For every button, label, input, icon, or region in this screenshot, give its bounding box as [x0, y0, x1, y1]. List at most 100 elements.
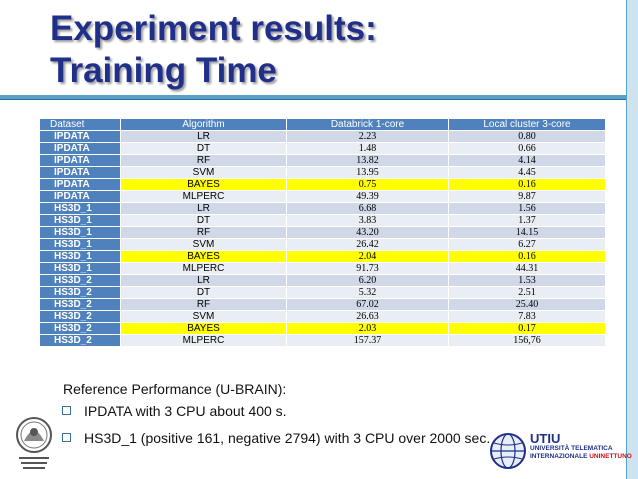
algorithm-cell: RF	[120, 226, 287, 239]
table-row: HS3D_2 LR 6.20 1.53	[39, 274, 606, 287]
local-cluster-time-cell: 6.27	[448, 238, 606, 251]
table-row: HS3D_2 BAYES 2.03 0.17	[39, 322, 606, 335]
university-seal-icon	[16, 417, 52, 469]
algorithm-cell: DT	[120, 142, 287, 155]
table-row: HS3D_1 SVM 26.42 6.27	[39, 238, 606, 251]
databrick-time-cell: 6.68	[286, 202, 449, 215]
algorithm-cell: DT	[120, 214, 287, 227]
local-cluster-time-cell: 0.80	[448, 130, 606, 143]
table-row: HS3D_2 MLPERC 157.37 156,76	[39, 334, 606, 347]
table-header-row: Dataset Algorithm Databrick 1-core Local…	[39, 118, 606, 131]
reference-heading: Reference Performance (U-BRAIN):	[63, 381, 287, 397]
local-cluster-time-cell: 0.66	[448, 142, 606, 155]
table-row: IPDATA BAYES 0.75 0.16	[39, 178, 606, 191]
databrick-time-cell: 2.04	[286, 250, 449, 263]
local-cluster-time-cell: 4.14	[448, 154, 606, 167]
local-cluster-time-cell: 0.17	[448, 322, 606, 335]
slide-title-line-1: Experiment results:	[50, 9, 377, 48]
databrick-time-cell: 2.03	[286, 322, 449, 335]
results-table: Dataset Algorithm Databrick 1-core Local…	[39, 118, 606, 347]
dataset-cell: HS3D_2	[39, 322, 121, 335]
table-row: IPDATA RF 13.82 4.14	[39, 154, 606, 167]
dataset-cell: HS3D_2	[39, 286, 121, 299]
dataset-cell: IPDATA	[39, 190, 121, 203]
right-edge-bar	[627, 0, 638, 479]
databrick-time-cell: 157.37	[286, 334, 449, 347]
algorithm-cell: BAYES	[120, 178, 287, 191]
university-seal-logo	[10, 415, 58, 477]
table-row: HS3D_2 DT 5.32 2.51	[39, 286, 606, 299]
table-row: IPDATA MLPERC 49.39 9.87	[39, 190, 606, 203]
dataset-cell: IPDATA	[39, 142, 121, 155]
local-cluster-time-cell: 7.83	[448, 310, 606, 323]
dataset-cell: IPDATA	[39, 166, 121, 179]
algorithm-cell: BAYES	[120, 250, 287, 263]
databrick-time-cell: 91.73	[286, 262, 449, 275]
databrick-time-cell: 1.48	[286, 142, 449, 155]
uninettuno-logo: UTIU UNIVERSITÀ TELEMATICA INTERNAZIONAL…	[488, 430, 632, 475]
algorithm-cell: MLPERC	[120, 190, 287, 203]
local-cluster-time-cell: 14.15	[448, 226, 606, 239]
algorithm-cell: DT	[120, 286, 287, 299]
table-row: IPDATA SVM 13.95 4.45	[39, 166, 606, 179]
dataset-cell: HS3D_2	[39, 334, 121, 347]
algorithm-cell: LR	[120, 274, 287, 287]
right-edge-line	[626, 0, 627, 479]
checkbox-bullet-icon	[62, 406, 71, 415]
table-row: IPDATA LR 2.23 0.80	[39, 130, 606, 143]
databrick-time-cell: 5.32	[286, 286, 449, 299]
dataset-cell: HS3D_2	[39, 298, 121, 311]
dataset-cell: IPDATA	[39, 178, 121, 191]
local-cluster-time-cell: 9.87	[448, 190, 606, 203]
algorithm-cell: MLPERC	[120, 262, 287, 275]
databrick-time-cell: 13.82	[286, 154, 449, 167]
algorithm-cell: SVM	[120, 310, 287, 323]
table-row: HS3D_1 MLPERC 91.73 44.31	[39, 262, 606, 275]
table-row: HS3D_1 RF 43.20 14.15	[39, 226, 606, 239]
dataset-cell: HS3D_2	[39, 274, 121, 287]
slide-title: Experiment results: Training Time	[50, 8, 610, 92]
dataset-cell: HS3D_1	[39, 202, 121, 215]
databrick-time-cell: 0.75	[286, 178, 449, 191]
dataset-cell: HS3D_1	[39, 262, 121, 275]
table-row: HS3D_1 DT 3.83 1.37	[39, 214, 606, 227]
databrick-time-cell: 26.42	[286, 238, 449, 251]
algorithm-cell: SVM	[120, 166, 287, 179]
header-databrick: Databrick 1-core	[286, 118, 449, 131]
local-cluster-time-cell: 25.40	[448, 298, 606, 311]
algorithm-cell: SVM	[120, 238, 287, 251]
checkbox-bullet-icon	[62, 433, 71, 442]
table-row: HS3D_1 BAYES 2.04 0.16	[39, 250, 606, 263]
databrick-time-cell: 3.83	[286, 214, 449, 227]
databrick-time-cell: 67.02	[286, 298, 449, 311]
algorithm-cell: LR	[120, 130, 287, 143]
algorithm-cell: RF	[120, 154, 287, 167]
local-cluster-time-cell: 1.56	[448, 202, 606, 215]
uninettuno-wordmark: UTIU UNIVERSITÀ TELEMATICA INTERNAZIONAL…	[530, 431, 632, 460]
header-local-cluster: Local cluster 3-core	[448, 118, 606, 131]
local-cluster-time-cell: 44.31	[448, 262, 606, 275]
dataset-cell: HS3D_1	[39, 214, 121, 227]
table-row: HS3D_1 LR 6.68 1.56	[39, 202, 606, 215]
algorithm-cell: BAYES	[120, 322, 287, 335]
dataset-cell: HS3D_1	[39, 250, 121, 263]
table-row: HS3D_2 RF 67.02 25.40	[39, 298, 606, 311]
table-row: IPDATA DT 1.48 0.66	[39, 142, 606, 155]
databrick-time-cell: 13.95	[286, 166, 449, 179]
reference-bullet-text: HS3D_1 (positive 161, negative 2794) wit…	[84, 430, 491, 446]
algorithm-cell: LR	[120, 202, 287, 215]
dataset-cell: IPDATA	[39, 130, 121, 143]
title-divider	[0, 95, 626, 99]
databrick-time-cell: 43.20	[286, 226, 449, 239]
table-body: IPDATA LR 2.23 0.80 IPDATA DT 1.48 0.66 IPDATA RF…	[39, 130, 606, 347]
dataset-cell: HS3D_2	[39, 310, 121, 323]
local-cluster-time-cell: 156,76	[448, 334, 606, 347]
header-dataset: Dataset	[39, 118, 121, 131]
dataset-cell: IPDATA	[39, 154, 121, 167]
dataset-cell: HS3D_1	[39, 238, 121, 251]
reference-bullet: IPDATA with 3 CPU about 400 s.	[62, 401, 542, 421]
title-divider-shadow	[0, 99, 626, 100]
algorithm-cell: RF	[120, 298, 287, 311]
table-row: HS3D_2 SVM 26.63 7.83	[39, 310, 606, 323]
local-cluster-time-cell: 0.16	[448, 250, 606, 263]
